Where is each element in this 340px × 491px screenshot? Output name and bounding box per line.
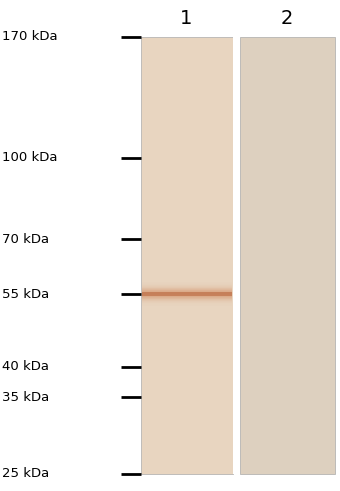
Text: 170 kDa: 170 kDa bbox=[2, 30, 57, 43]
Bar bbox=[233, 37, 240, 474]
Bar bbox=[141, 37, 233, 474]
Text: 70 kDa: 70 kDa bbox=[2, 233, 49, 246]
Text: 55 kDa: 55 kDa bbox=[2, 288, 49, 300]
Text: 35 kDa: 35 kDa bbox=[2, 391, 49, 404]
Bar bbox=[142, 292, 232, 296]
Bar bbox=[240, 37, 335, 474]
Text: 25 kDa: 25 kDa bbox=[2, 467, 49, 480]
Text: 100 kDa: 100 kDa bbox=[2, 151, 57, 164]
Text: 40 kDa: 40 kDa bbox=[2, 360, 49, 373]
Text: 2: 2 bbox=[281, 9, 293, 28]
Text: 1: 1 bbox=[180, 9, 192, 28]
